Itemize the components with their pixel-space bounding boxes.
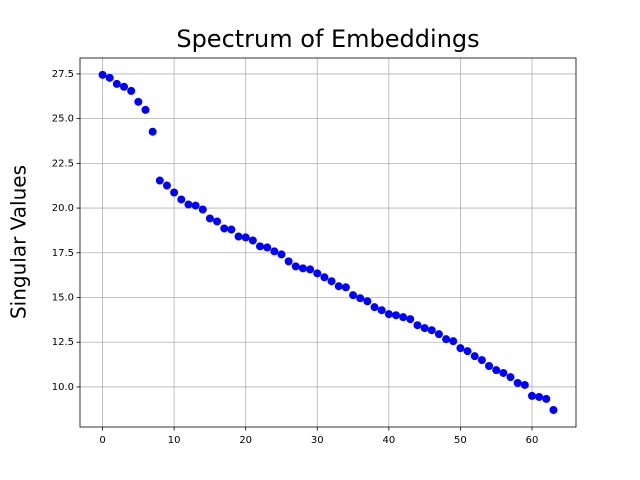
point bbox=[470, 352, 479, 361]
x-tick-label: 40 bbox=[382, 435, 395, 446]
point bbox=[306, 265, 315, 274]
point bbox=[205, 214, 214, 223]
point bbox=[213, 217, 222, 226]
point bbox=[98, 70, 107, 79]
point bbox=[270, 247, 279, 256]
point bbox=[256, 242, 265, 251]
point bbox=[356, 294, 365, 303]
point bbox=[198, 205, 207, 214]
point bbox=[177, 195, 186, 204]
x-tick-label: 20 bbox=[239, 435, 252, 446]
point bbox=[384, 310, 393, 319]
point bbox=[349, 291, 358, 300]
point bbox=[170, 188, 179, 197]
point bbox=[406, 315, 415, 324]
point bbox=[263, 243, 272, 252]
y-tick-label: 15.0 bbox=[52, 293, 74, 304]
point bbox=[485, 362, 494, 371]
point bbox=[499, 368, 508, 377]
point bbox=[234, 232, 243, 241]
point bbox=[284, 257, 293, 266]
chart-title: Spectrum of Embeddings bbox=[176, 25, 479, 53]
point bbox=[320, 273, 329, 282]
point bbox=[370, 303, 379, 312]
point bbox=[220, 224, 229, 233]
point bbox=[506, 373, 515, 382]
y-tick-label: 25.0 bbox=[52, 114, 74, 125]
point bbox=[413, 321, 422, 330]
point bbox=[520, 380, 529, 389]
point bbox=[148, 127, 157, 136]
point bbox=[513, 378, 522, 387]
y-axis-label: Singular Values bbox=[7, 165, 31, 319]
point bbox=[112, 79, 121, 88]
point bbox=[449, 337, 458, 346]
point bbox=[120, 82, 129, 91]
point bbox=[377, 306, 386, 315]
y-tick-label: 27.5 bbox=[52, 69, 74, 80]
point bbox=[492, 366, 501, 375]
point bbox=[291, 262, 300, 271]
point bbox=[456, 344, 465, 353]
point bbox=[241, 233, 250, 242]
point bbox=[341, 283, 350, 292]
y-tick-label: 12.5 bbox=[52, 337, 74, 348]
point bbox=[298, 264, 307, 273]
point bbox=[477, 356, 486, 365]
point bbox=[420, 324, 429, 333]
point bbox=[463, 347, 472, 356]
point bbox=[134, 97, 143, 106]
point bbox=[434, 330, 443, 339]
point bbox=[363, 297, 372, 306]
y-tick-label: 22.5 bbox=[52, 158, 74, 169]
point bbox=[542, 394, 551, 403]
point bbox=[535, 392, 544, 401]
point bbox=[105, 73, 114, 82]
y-tick-label: 17.5 bbox=[52, 248, 74, 259]
point bbox=[399, 313, 408, 322]
point bbox=[313, 269, 322, 278]
point bbox=[162, 181, 171, 190]
y-tick-label: 20.0 bbox=[52, 203, 74, 214]
point bbox=[527, 391, 536, 400]
point bbox=[141, 105, 150, 114]
x-tick-label: 60 bbox=[526, 435, 539, 446]
point bbox=[277, 250, 286, 259]
point bbox=[549, 406, 558, 415]
x-tick-label: 30 bbox=[311, 435, 324, 446]
x-tick-label: 0 bbox=[99, 435, 105, 446]
point bbox=[127, 86, 136, 95]
point bbox=[442, 335, 451, 344]
point bbox=[191, 201, 200, 210]
x-tick-label: 10 bbox=[168, 435, 181, 446]
point bbox=[334, 282, 343, 291]
point bbox=[391, 311, 400, 320]
point bbox=[327, 277, 336, 286]
point bbox=[155, 176, 164, 185]
point bbox=[248, 236, 257, 245]
plot-frame bbox=[79, 57, 577, 428]
point bbox=[184, 200, 193, 209]
x-tick-label: 50 bbox=[454, 435, 467, 446]
point bbox=[427, 326, 436, 335]
point bbox=[227, 225, 236, 234]
y-tick-label: 10.0 bbox=[52, 382, 74, 393]
